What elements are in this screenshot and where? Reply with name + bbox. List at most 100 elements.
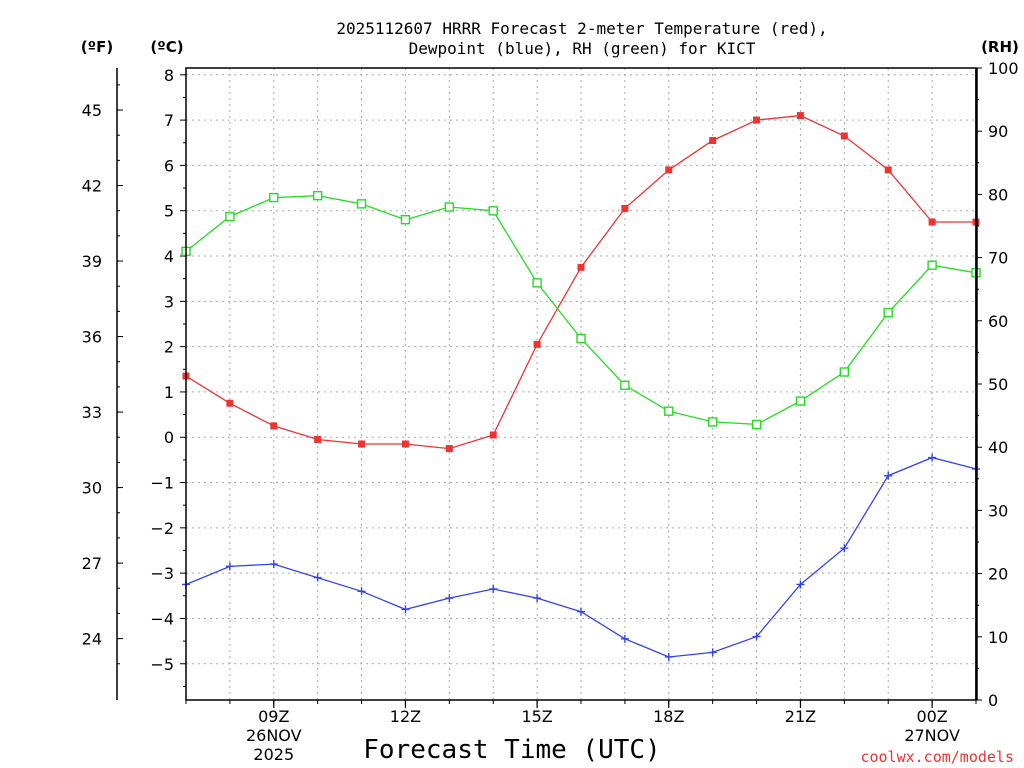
c-tick-label: 4	[164, 247, 174, 266]
dewpoint-point	[445, 594, 454, 603]
dewpoint-point	[489, 585, 498, 594]
rh-point	[225, 211, 235, 222]
rh-tick-label: 10	[988, 628, 1008, 647]
c-tick-label: 0	[164, 428, 174, 447]
grid	[185, 68, 977, 700]
dewpoint-point	[840, 544, 849, 553]
rh-point	[751, 419, 762, 430]
rh-tick-label: 0	[988, 691, 998, 710]
plot-frame	[185, 67, 977, 701]
f-tick-label: 33	[82, 403, 102, 422]
x-tick-label: 18Z	[653, 707, 684, 726]
temperature-point	[884, 166, 892, 174]
dewpoint-point	[664, 652, 673, 661]
x-tick-label: 21Z	[785, 707, 816, 726]
rh-point	[620, 380, 630, 390]
x-tick-label: 12Z	[390, 707, 421, 726]
x-tick-label: 09Z	[258, 707, 289, 726]
x-axis-title: Forecast Time (UTC)	[363, 735, 660, 765]
credit-label: coolwx.com/models	[860, 748, 1014, 766]
temperature-point	[445, 445, 453, 453]
f-tick-label: 27	[82, 554, 102, 573]
dewpoint-point	[401, 605, 410, 614]
c-tick-label: 5	[164, 202, 174, 221]
c-tick-label: 6	[164, 156, 174, 175]
temperature-point	[709, 136, 717, 144]
dewpoint-point	[225, 562, 234, 571]
c-tick-label: 2	[164, 338, 174, 357]
temperature-point	[533, 340, 541, 348]
temperature-point	[840, 132, 848, 140]
f-tick-label: 24	[82, 630, 102, 649]
temperature-point	[928, 218, 936, 226]
dewpoint-point	[752, 632, 761, 641]
f-tick-label: 30	[82, 479, 102, 498]
c-tick-label: −3	[150, 564, 174, 583]
f-tick-label: 36	[82, 328, 102, 347]
celsius-unit-label: (ºC)	[150, 38, 183, 56]
dewpoint-point	[796, 580, 805, 589]
rh-tick-label: 80	[988, 185, 1008, 204]
temperature-point	[665, 166, 673, 174]
fahrenheit-unit-label: (ºF)	[81, 38, 113, 56]
rh-unit-label: (RH)	[981, 38, 1019, 56]
rh-tick-label: 100	[988, 59, 1019, 78]
temperature-point	[577, 263, 585, 271]
rh-point	[664, 406, 674, 416]
f-tick-label: 42	[82, 177, 102, 196]
temperature-point	[753, 116, 761, 124]
f-tick-label: 45	[82, 101, 102, 120]
rh-point	[400, 214, 411, 225]
rh-point	[883, 307, 893, 318]
chart-title-line2: Dewpoint (blue), RH (green) for KICT	[409, 39, 756, 58]
rh-axis: 0 10 20 30 40 50 60 70 80 90 100	[976, 59, 1019, 710]
rh-point	[488, 206, 498, 216]
dewpoint-point	[928, 453, 937, 462]
x-tick-label: 00Z	[916, 707, 947, 726]
rh-tick-label: 50	[988, 375, 1008, 394]
rh-point	[269, 192, 279, 203]
rh-point	[839, 367, 850, 377]
c-tick-label: 7	[164, 111, 174, 130]
c-tick-label: 3	[164, 292, 174, 311]
rh-tick-label: 70	[988, 249, 1008, 268]
temperature-point	[314, 435, 322, 443]
dewpoint-point	[313, 573, 322, 582]
c-tick-label: 8	[164, 66, 174, 85]
c-tick-label: −2	[150, 519, 174, 538]
rh-point	[707, 417, 718, 427]
rh-point	[356, 199, 367, 209]
rh-point	[532, 278, 542, 288]
dewpoint-point	[269, 560, 278, 569]
rh-tick-label: 40	[988, 438, 1008, 457]
c-tick-label: −1	[150, 474, 174, 493]
dewpoint-point	[533, 594, 542, 603]
temperature-point	[270, 422, 278, 430]
x-tick-date: 27NOV	[904, 726, 960, 745]
c-tick-label: −4	[150, 609, 174, 628]
chart-title-line1: 2025112607 HRRR Forecast 2-meter Tempera…	[336, 19, 827, 38]
rh-tick-label: 90	[988, 122, 1008, 141]
temperature-point	[401, 440, 409, 448]
dewpoint-point	[357, 587, 366, 596]
rh-tick-label: 60	[988, 312, 1008, 331]
dewpoint-point	[577, 607, 585, 616]
rh-point	[795, 396, 806, 406]
f-tick-label: 39	[82, 252, 102, 271]
c-axis: −5 −4 −3 −2 −1 0 1 2 3 4 5 6 7 8	[150, 66, 186, 687]
temperature-point	[796, 112, 804, 120]
temperature-point	[489, 431, 497, 439]
c-tick-label: −5	[150, 655, 174, 674]
x-tick-date: 26NOV	[246, 726, 302, 745]
x-tick-year: 2025	[253, 745, 294, 764]
rh-point	[576, 333, 586, 344]
temperature-point	[621, 204, 629, 212]
c-tick-label: 1	[164, 383, 174, 402]
f-axis: 24 27 30 33 36 39 42 45	[82, 68, 123, 700]
rh-tick-label: 20	[988, 565, 1008, 584]
temperature-point	[358, 440, 366, 448]
rh-tick-label: 30	[988, 501, 1008, 520]
dewpoint-point	[884, 471, 893, 480]
rh-point	[927, 260, 937, 270]
